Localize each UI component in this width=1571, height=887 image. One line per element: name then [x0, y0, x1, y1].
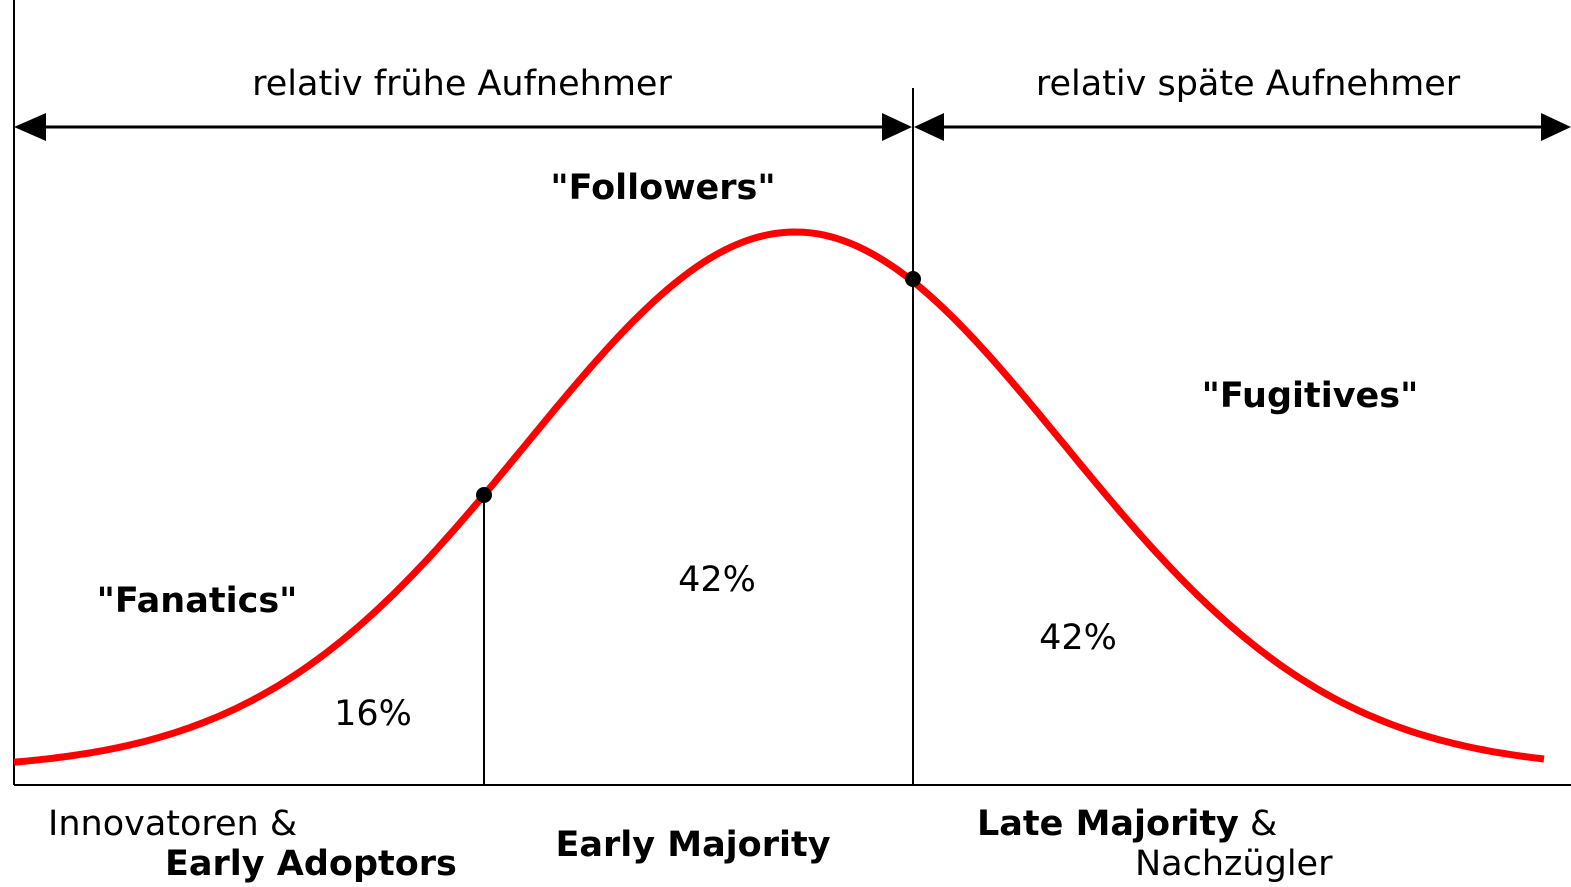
header-right: relativ späte Aufnehmer — [1036, 64, 1461, 104]
nickname: "Fanatics" — [97, 581, 298, 621]
group-label: Innovatoren & — [48, 804, 297, 844]
group-label: Nachzügler — [1135, 844, 1333, 884]
nickname: "Followers" — [550, 168, 775, 208]
arrowhead — [882, 113, 912, 141]
group-label-bold: Late Majority — [977, 804, 1239, 844]
share: 42% — [1039, 618, 1117, 658]
group-label: Late Majority & — [977, 804, 1277, 844]
arrowhead — [1541, 113, 1571, 141]
arrowhead — [914, 113, 944, 141]
adoption-curve — [13, 228, 1545, 766]
group-label: Early Adoptors — [165, 844, 457, 884]
arrowhead — [14, 113, 46, 141]
share: 42% — [678, 560, 756, 600]
header-left: relativ frühe Aufnehmer — [252, 64, 672, 104]
point — [476, 487, 492, 503]
group-label-suffix: & — [1239, 804, 1277, 844]
share: 16% — [334, 694, 412, 734]
group-label: Early Majority — [555, 825, 830, 865]
nickname: "Fugitives" — [1202, 376, 1419, 416]
point — [905, 271, 921, 287]
